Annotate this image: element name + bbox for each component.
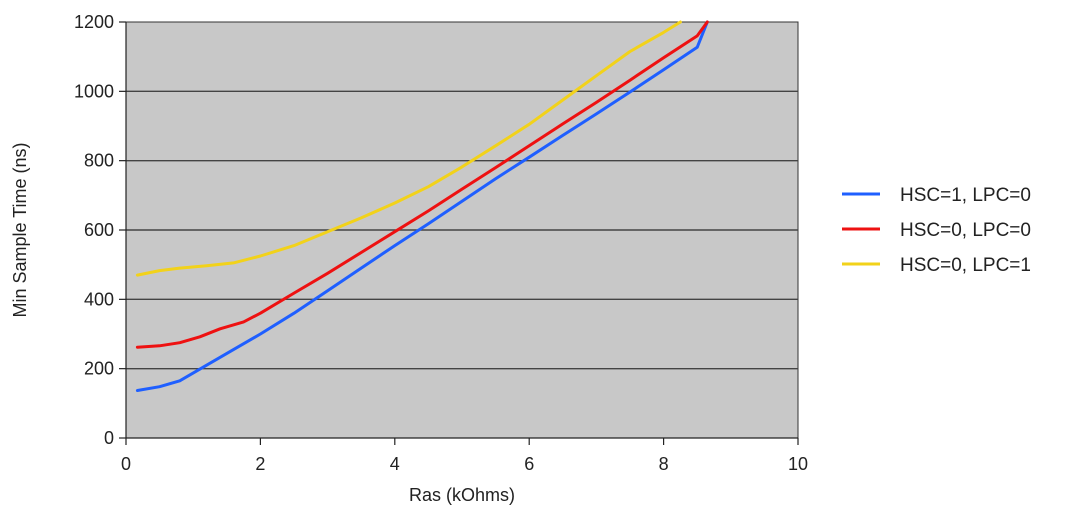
x-tick-label: 10	[788, 454, 808, 474]
y-tick-label: 0	[104, 428, 114, 448]
series-line-3	[135, 20, 682, 277]
y-axis-title: Min Sample Time (ns)	[10, 142, 30, 317]
series-line-2	[135, 20, 709, 349]
y-tick-label: 600	[84, 220, 114, 240]
y-tick-label: 1200	[74, 12, 114, 32]
legend: HSC=1, LPC=0 HSC=0, LPC=0 HSC=0, LPC=1	[842, 185, 1031, 276]
legend-label-2: HSC=0, LPC=0	[900, 220, 1031, 241]
legend-label-3: HSC=0, LPC=1	[900, 255, 1031, 276]
y-tick-label: 400	[84, 289, 114, 309]
y-tick-label: 200	[84, 359, 114, 379]
plot-area: 0 200 400 600 800 1000 1200 0 2 4 6 8 10	[74, 12, 808, 474]
x-tick-label: 6	[524, 454, 534, 474]
y-tick-label: 1000	[74, 81, 114, 101]
x-tick-label: 0	[121, 454, 131, 474]
x-tick-label: 2	[255, 454, 265, 474]
x-tick-label: 8	[659, 454, 669, 474]
legend-label-1: HSC=1, LPC=0	[900, 185, 1031, 206]
x-tick-label: 4	[390, 454, 400, 474]
y-tick-label: 800	[84, 151, 114, 171]
x-axis-title: Ras (kOhms)	[409, 485, 515, 505]
series-line-1	[135, 20, 709, 392]
